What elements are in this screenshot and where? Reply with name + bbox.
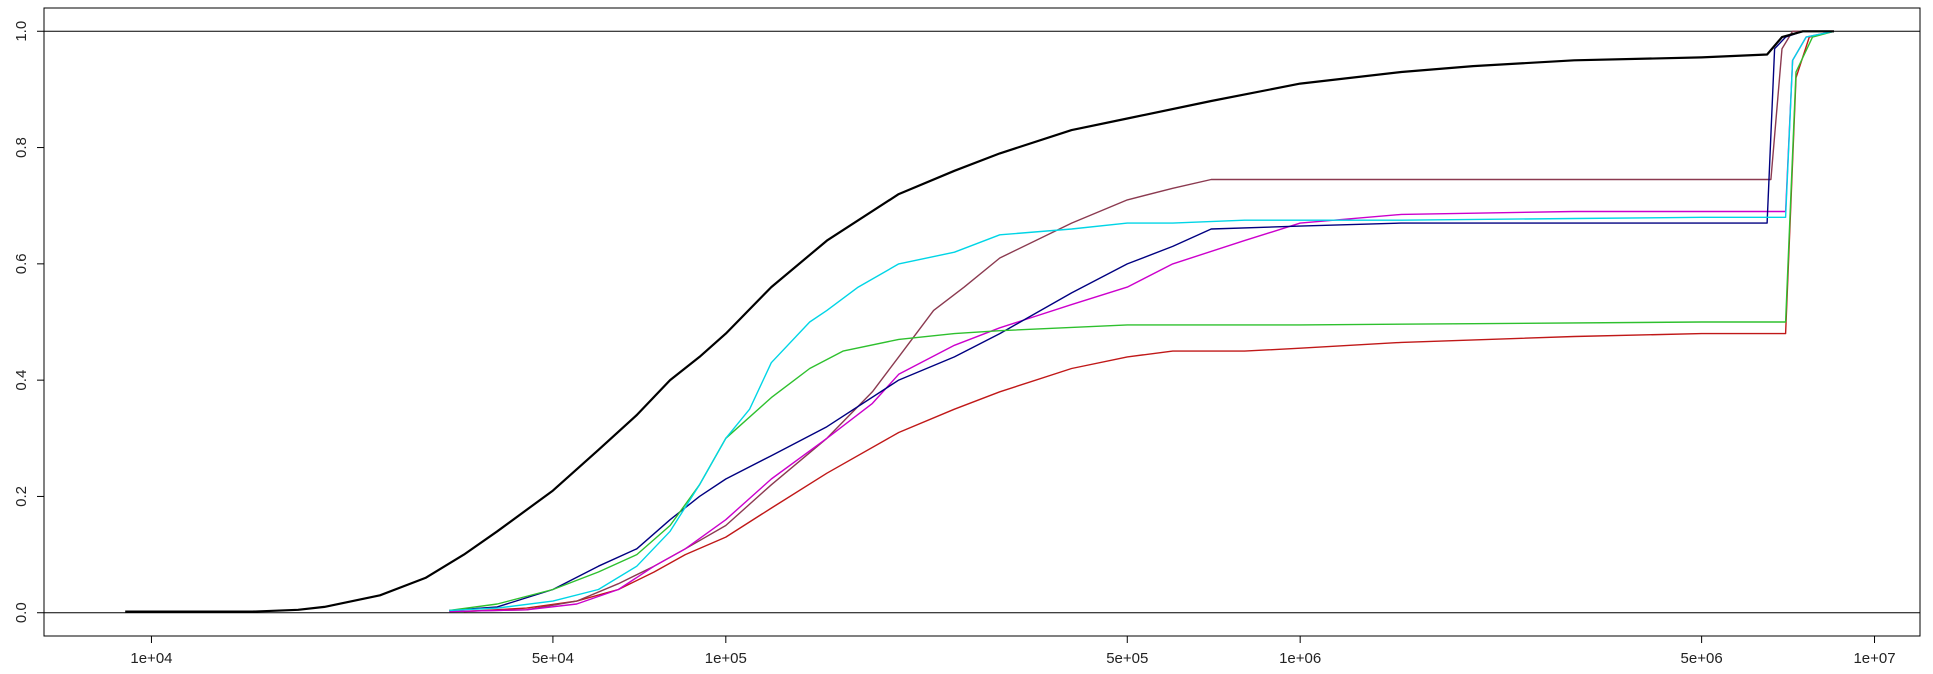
y-axis: 0.0 0.2 0.4 0.6 0.8 1.0: [13, 21, 45, 623]
x-tick-label: 1e+04: [130, 650, 172, 667]
series-line-1: [449, 30, 1835, 612]
y-tick-label: 0.4: [13, 370, 30, 391]
x-axis: 1e+04 5e+04 1e+05 5e+05 1e+06 5e+06 1e+07: [130, 635, 1896, 667]
x-tick-label: 5e+05: [1106, 650, 1148, 667]
reference-lines: [44, 30, 1920, 614]
x-tick-label: 5e+06: [1681, 650, 1723, 667]
y-tick-label: 0.8: [13, 137, 30, 158]
y-tick-label: 0.0: [13, 602, 30, 623]
series-line-0: [125, 30, 1834, 613]
series-line-5: [449, 30, 1819, 613]
y-tick-label: 0.2: [13, 486, 30, 507]
x-tick-label: 5e+04: [532, 650, 574, 667]
x-tick-label: 1e+05: [705, 650, 747, 667]
series-line-2: [449, 30, 1835, 612]
y-tick-label: 1.0: [13, 21, 30, 42]
series-line-4: [449, 30, 1835, 613]
series-layer: [125, 30, 1835, 613]
x-tick-label: 1e+06: [1279, 650, 1321, 667]
x-tick-label: 1e+07: [1853, 650, 1895, 667]
series-line-6: [463, 30, 1835, 613]
series-line-3: [449, 30, 1819, 612]
y-tick-label: 0.6: [13, 253, 30, 274]
